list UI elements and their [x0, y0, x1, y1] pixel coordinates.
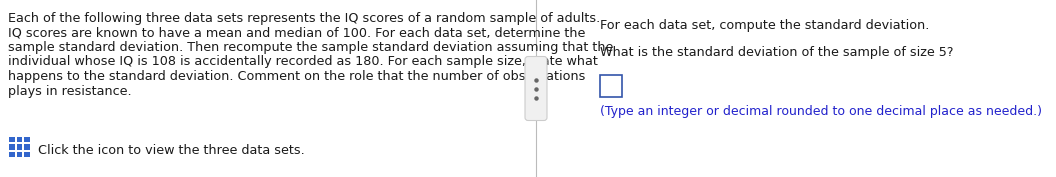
Bar: [10, 144, 15, 150]
Text: plays in resistance.: plays in resistance.: [8, 84, 132, 98]
Text: Click the icon to view the three data sets.: Click the icon to view the three data se…: [38, 144, 304, 156]
Text: (Type an integer or decimal rounded to one decimal place as needed.): (Type an integer or decimal rounded to o…: [600, 105, 1042, 118]
Text: Each of the following three data sets represents the IQ scores of a random sampl: Each of the following three data sets re…: [8, 12, 600, 25]
Bar: [17, 144, 22, 150]
Bar: [24, 144, 30, 150]
Bar: [24, 136, 30, 142]
Text: happens to the standard deviation. Comment on the role that the number of observ: happens to the standard deviation. Comme…: [8, 70, 585, 83]
Bar: [17, 152, 22, 157]
Text: For each data set, compute the standard deviation.: For each data set, compute the standard …: [600, 19, 929, 32]
Bar: [10, 136, 15, 142]
Text: What is the standard deviation of the sample of size 5?: What is the standard deviation of the sa…: [600, 46, 954, 59]
Bar: [17, 136, 22, 142]
Bar: [10, 152, 15, 157]
Bar: [600, 75, 622, 97]
Text: individual whose IQ is 108 is accidentally recorded as 180. For each sample size: individual whose IQ is 108 is accidental…: [8, 56, 598, 68]
Text: sample standard deviation. Then recompute the sample standard deviation assuming: sample standard deviation. Then recomput…: [8, 41, 614, 54]
Text: IQ scores are known to have a mean and median of 100. For each data set, determi: IQ scores are known to have a mean and m…: [8, 27, 585, 39]
FancyBboxPatch shape: [525, 56, 547, 121]
Bar: [24, 152, 30, 157]
